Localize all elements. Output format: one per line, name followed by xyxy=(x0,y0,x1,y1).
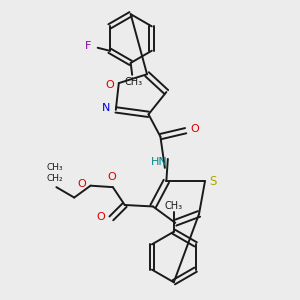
Text: O: O xyxy=(191,124,200,134)
Text: HN: HN xyxy=(151,157,167,167)
Text: O: O xyxy=(78,179,87,189)
Text: CH₃: CH₃ xyxy=(165,202,183,212)
Text: O: O xyxy=(97,212,105,222)
Text: N: N xyxy=(102,103,110,113)
Text: F: F xyxy=(85,41,92,51)
Text: CH₃: CH₃ xyxy=(46,163,63,172)
Text: O: O xyxy=(107,172,116,182)
Text: CH₂: CH₂ xyxy=(46,174,63,183)
Text: CH₃: CH₃ xyxy=(124,77,143,87)
Text: O: O xyxy=(105,80,114,90)
Text: S: S xyxy=(210,175,217,188)
